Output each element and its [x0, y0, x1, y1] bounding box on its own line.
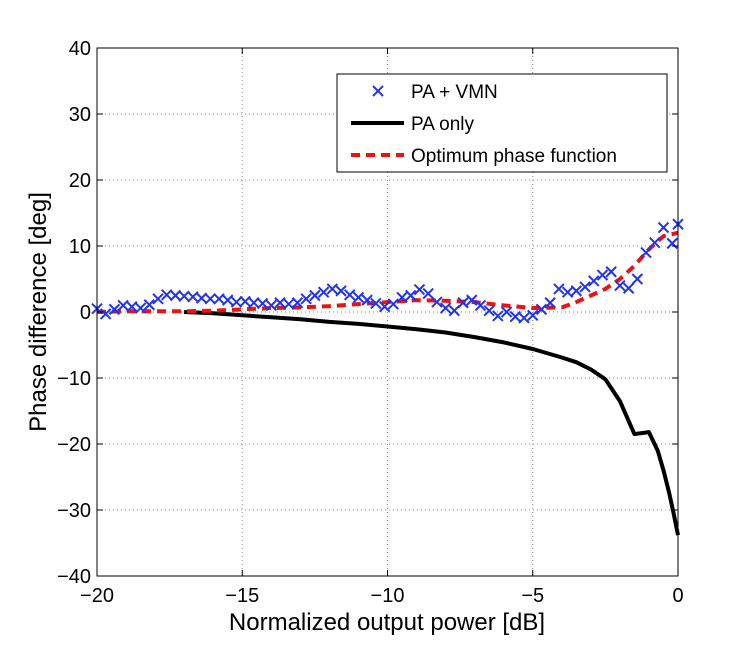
pa-vmn-point	[378, 301, 391, 313]
y-tick-label: 40	[69, 38, 91, 60]
pa-vmn-point	[187, 291, 199, 303]
x-tick-label: −20	[80, 585, 114, 607]
pa-vmn-point	[213, 293, 225, 305]
series-pa-vmn-markers	[91, 218, 684, 324]
pa-vmn-point	[657, 221, 670, 234]
pa-vmn-point	[204, 293, 217, 305]
pa-vmn-point	[134, 302, 147, 314]
pa-vmn-point	[439, 302, 452, 314]
pa-vmn-point	[317, 286, 330, 298]
pa-vmn-point	[492, 310, 504, 322]
pa-vmn-point	[108, 303, 121, 316]
series-optimum-phase-line	[96, 230, 679, 314]
pa-vmn-point	[544, 297, 556, 309]
x-tick-label: 0	[672, 585, 683, 607]
pa-vmn-point	[588, 275, 600, 287]
pa-vmn-point	[117, 299, 129, 312]
pa-vmn-point	[100, 308, 112, 320]
pa-vmn-point	[256, 297, 269, 310]
pa-vmn-point	[631, 273, 644, 285]
pa-vmn-point	[413, 283, 426, 296]
pa-vmn-point	[344, 289, 356, 301]
pa-vmn-point	[126, 301, 138, 313]
legend-label-pa-only: PA only	[411, 114, 475, 135]
legend-label-pa-vmn: PA + VMN	[411, 82, 498, 103]
pa-vmn-point	[291, 297, 304, 309]
y-tick-label: −10	[57, 368, 91, 390]
pa-vmn-point	[274, 297, 286, 309]
pa-vmn-point	[405, 289, 417, 302]
pa-vmn-point	[527, 309, 539, 322]
y-axis-title: Phase difference [deg]	[25, 192, 52, 432]
pa-vmn-point	[666, 237, 678, 250]
pa-vmn-point	[570, 285, 583, 297]
legend-label-optimum: Optimum phase function	[411, 146, 617, 167]
pa-vmn-point	[649, 236, 661, 249]
legend: PA + VMN PA only Optimum phase function	[336, 73, 668, 173]
pa-vmn-point	[396, 291, 408, 304]
pa-vmn-point	[309, 289, 321, 302]
y-tick-label: 10	[69, 236, 91, 258]
pa-vmn-point	[431, 296, 443, 308]
pa-vmn-point	[483, 304, 495, 317]
pa-vmn-point	[457, 297, 469, 309]
pa-vmn-point	[596, 269, 609, 281]
x-axis-title: Normalized output power [dB]	[229, 609, 545, 636]
pa-vmn-point	[535, 303, 548, 316]
x-tick-label: −10	[371, 585, 405, 607]
pa-vmn-point	[335, 285, 347, 297]
pa-vmn-point	[300, 293, 312, 305]
y-tick-label: 20	[69, 170, 91, 192]
pa-vmn-point	[361, 294, 373, 306]
pa-vmn-point	[605, 266, 617, 278]
pa-vmn-point	[622, 282, 635, 294]
pa-vmn-point	[614, 279, 626, 292]
pa-vmn-point	[500, 306, 513, 318]
data-series	[91, 218, 684, 536]
x-tick-label: −15	[225, 585, 259, 607]
pa-vmn-point	[152, 293, 164, 305]
pa-vmn-point	[422, 287, 434, 300]
y-tick-label: −40	[57, 566, 91, 588]
pa-vmn-point	[239, 295, 251, 308]
pa-vmn-point	[509, 310, 522, 323]
pa-vmn-point	[640, 246, 652, 259]
y-tick-label: 30	[69, 104, 91, 126]
pa-vmn-point	[518, 312, 530, 324]
pa-vmn-point	[387, 298, 400, 310]
pa-vmn-point	[561, 286, 574, 298]
pa-vmn-point	[222, 294, 234, 306]
y-tick-label: 0	[80, 302, 91, 324]
pa-vmn-point	[143, 299, 155, 311]
pa-vmn-point	[474, 299, 487, 312]
pa-vmn-point	[553, 283, 565, 295]
x-tick-label: −5	[521, 585, 544, 607]
pa-vmn-point	[370, 297, 382, 310]
series-pa-only-line	[184, 310, 680, 536]
pa-vmn-point	[326, 283, 339, 295]
y-tick-label: −20	[57, 434, 91, 456]
axis-ticks: −20 −15 −10 −5 0 −40 −30 −20 −10 0 10 20 30 40	[57, 38, 684, 607]
pa-vmn-point	[352, 291, 365, 304]
pa-vmn-point	[283, 298, 295, 310]
pa-vmn-point	[579, 281, 591, 293]
pa-vmn-point	[265, 299, 278, 312]
y-tick-label: −30	[57, 500, 91, 522]
pa-vmn-point	[466, 294, 478, 306]
legend-marker-pa-vmn	[372, 85, 384, 97]
